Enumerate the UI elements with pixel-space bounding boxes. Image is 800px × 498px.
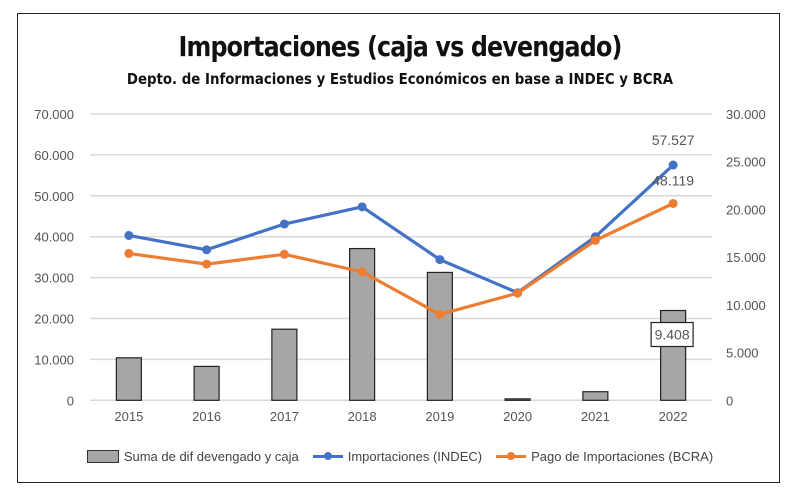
data-label-bcra-2022: 48.119 [652,172,694,188]
data-label-bar-2022: 9.408 [655,327,690,343]
left-axis-tick: 40.000 [34,230,74,245]
x-axis-tick: 2018 [348,409,377,424]
legend-label: Pago de Importaciones (BCRA) [531,449,714,464]
legend-label: Suma de dif devengado y caja [123,449,299,464]
point-bcra-2017 [279,249,289,259]
x-axis-tick: 2015 [114,409,143,424]
bar-2018 [349,247,376,401]
point-indec-2018 [357,202,367,212]
left-axis-tick: 60.000 [34,148,74,163]
legend: Suma de dif devengado y caja Importacion… [0,449,800,464]
right-axis-tick: 20.000 [726,202,766,217]
x-axis-tick: 2017 [270,409,299,424]
x-axis-tick: 2022 [659,409,688,424]
legend-item-indec: Importaciones (INDEC) [312,449,483,464]
legend-item-bcra: Pago de Importaciones (BCRA) [496,449,713,464]
line-bcra [128,202,674,317]
x-axis-tick: 2020 [503,409,532,424]
point-indec-2017 [279,219,289,229]
right-axis-tick: 0 [726,393,733,408]
point-bcra-2019 [435,309,445,319]
right-axis-tick: 10.000 [726,298,766,313]
legend-label: Importaciones (INDEC) [347,449,483,464]
legend-swatch-bcra [496,452,527,460]
bar-2019 [426,271,453,401]
line-indec [128,163,675,295]
x-axis-tick: 2021 [581,409,610,424]
point-bcra-2015 [124,248,134,258]
left-axis-tick: 30.000 [34,271,74,286]
legend-item-bars: Suma de dif devengado y caja [86,449,299,464]
right-axis-tick: 5.000 [726,346,759,361]
left-axis-tick: 10.000 [34,352,74,367]
right-axis-tick: 30.000 [726,107,766,122]
left-axis-tick: 0 [67,393,74,408]
point-bcra-2022 [668,198,678,208]
chart-frame [17,13,780,483]
left-axis-tick: 50.000 [34,189,74,204]
point-bcra-2020 [513,288,523,298]
bar-2015 [115,357,142,401]
right-axis-tick: 25.000 [726,155,766,170]
point-bcra-2021 [590,235,600,245]
bar-2016 [193,365,220,401]
data-label-indec-2022: 57.527 [652,132,695,148]
point-bcra-2018 [357,267,367,277]
data-label-box-bar-2022 [650,321,694,348]
point-bcra-2016 [202,259,212,269]
point-indec-2016 [202,245,212,255]
point-indec-2019 [435,255,445,265]
legend-swatch-indec [312,452,343,460]
legend-swatch-bar [86,450,119,463]
bar-2017 [271,328,298,401]
chart-subtitle: Depto. de Informaciones y Estudios Econó… [126,70,674,88]
point-indec-2015 [124,230,134,240]
x-axis-tick: 2016 [192,409,221,424]
point-indec-2022 [668,160,678,170]
left-axis-tick: 70.000 [34,107,74,122]
chart-title: Importaciones (caja vs devengado) [178,30,623,63]
right-axis-tick: 15.000 [726,250,766,265]
x-axis-tick: 2019 [425,409,454,424]
bar-2020 [504,398,531,401]
bar-2021 [582,391,609,401]
left-axis-tick: 20.000 [34,312,74,327]
